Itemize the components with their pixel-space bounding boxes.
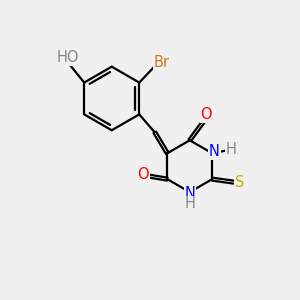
Text: S: S [235,175,244,190]
Text: N: N [209,144,220,159]
Text: H: H [184,196,195,211]
Text: H: H [226,142,236,157]
Text: Br: Br [154,55,170,70]
Text: O: O [137,167,149,182]
Text: N: N [184,186,195,201]
Text: HO: HO [57,50,79,65]
Text: O: O [200,107,212,122]
